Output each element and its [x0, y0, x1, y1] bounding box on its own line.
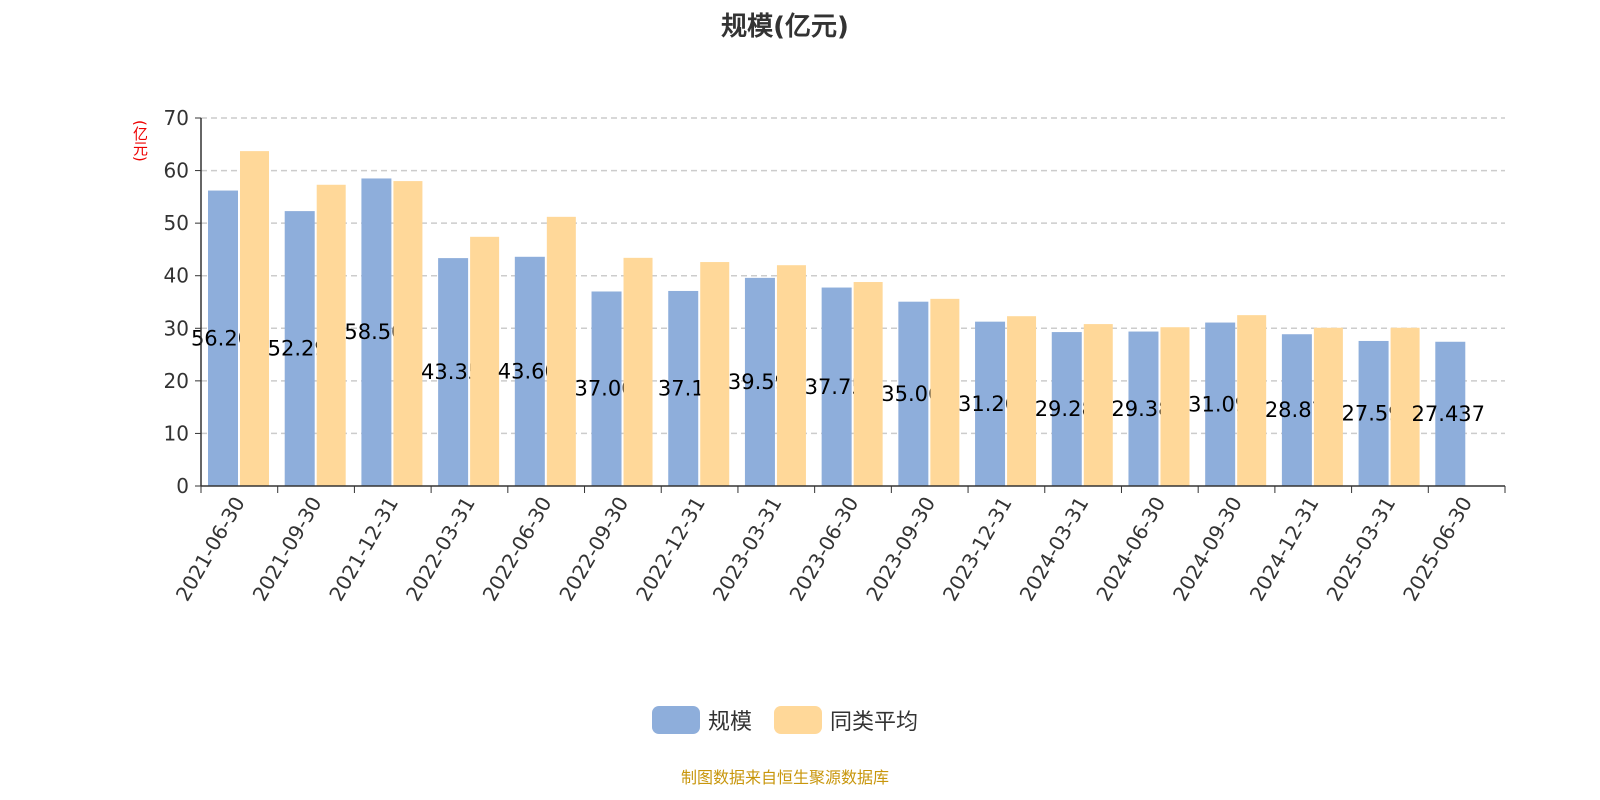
bar-scale	[821, 287, 852, 486]
x-tick-label: 2024-12-31	[1245, 493, 1324, 606]
data-label: 37.1	[658, 376, 705, 400]
legend-item-peer-average[interactable]: 同类平均	[774, 704, 918, 736]
x-tick-label: 2025-03-31	[1321, 493, 1400, 606]
y-tick-label: 20	[164, 369, 189, 393]
y-tick-label: 0	[176, 474, 189, 498]
bar-scale	[744, 277, 775, 486]
bar-peer-average	[623, 257, 653, 486]
y-tick-label: 50	[164, 211, 189, 235]
legend-label: 规模	[707, 710, 752, 735]
bar-scale	[1051, 332, 1082, 486]
legend: 规模 同类平均	[0, 704, 1570, 736]
bar-peer-average	[1237, 315, 1267, 486]
x-tick-label: 2023-09-30	[861, 493, 940, 606]
bar-peer-average	[316, 184, 346, 486]
y-tick-label: 40	[164, 264, 189, 288]
y-tick-label: 30	[164, 316, 189, 340]
x-tick-label: 2021-09-30	[247, 493, 326, 606]
data-source-note: 制图数据来自恒生聚源数据库	[680, 768, 889, 787]
bar-peer-average	[1083, 324, 1113, 486]
y-axis-unit: (亿元)	[131, 120, 149, 162]
x-tick-label: 2022-06-30	[478, 493, 557, 606]
chart-title: 规模(亿元)	[721, 12, 849, 42]
bar-scale	[668, 290, 699, 486]
legend-label: 同类平均	[830, 710, 919, 735]
bar-scale	[1205, 322, 1236, 486]
x-tick-label: 2021-06-30	[171, 493, 250, 606]
bar-peer-average	[776, 265, 806, 486]
x-tick-label: 2022-12-31	[631, 493, 710, 606]
bar-peer-average	[853, 282, 883, 486]
bar-scale	[1128, 331, 1159, 486]
legend-swatch	[774, 706, 822, 734]
bar-scale	[361, 178, 392, 486]
bar-peer-average	[930, 298, 960, 486]
x-tick-label: 2024-06-30	[1091, 493, 1170, 606]
y-tick-label: 70	[164, 106, 189, 130]
x-tick-label: 2022-09-30	[554, 493, 633, 606]
bar-scale	[1435, 341, 1466, 486]
bar-peer-average	[1390, 327, 1420, 486]
bar-scale	[591, 291, 622, 486]
y-tick-label: 60	[164, 159, 189, 183]
bar-scale	[1358, 340, 1389, 486]
x-tick-label: 2021-12-31	[324, 493, 403, 606]
x-tick-label: 2023-06-30	[784, 493, 863, 606]
bar-peer-average	[1007, 316, 1037, 486]
bar-peer-average	[393, 181, 423, 487]
x-tick-label: 2024-03-31	[1015, 493, 1094, 606]
bar-scale	[284, 211, 315, 486]
x-tick-label: 2023-12-31	[938, 493, 1017, 606]
data-label: 27.437	[1412, 402, 1485, 426]
bar-scale	[975, 321, 1006, 486]
y-tick-label: 10	[164, 421, 189, 445]
x-tick-label: 2025-06-30	[1398, 493, 1477, 606]
bar-peer-average	[240, 151, 269, 486]
bar-peer-average	[1160, 327, 1190, 486]
bar-peer-average	[1313, 327, 1343, 486]
bar-peer-average	[546, 216, 576, 486]
bar-scale	[208, 190, 238, 486]
bar-scale	[1281, 334, 1312, 486]
bar-scale	[514, 256, 545, 486]
legend-swatch	[651, 706, 700, 734]
legend-item-scale[interactable]: 规模	[651, 704, 752, 736]
bar-scale	[438, 258, 469, 486]
bar-scale	[898, 301, 929, 486]
x-tick-label: 2022-03-31	[401, 493, 480, 606]
bar-peer-average	[470, 236, 500, 486]
x-tick-label: 2024-09-30	[1168, 493, 1247, 606]
x-tick-label: 2023-03-31	[708, 493, 787, 606]
bar-peer-average	[700, 262, 730, 486]
